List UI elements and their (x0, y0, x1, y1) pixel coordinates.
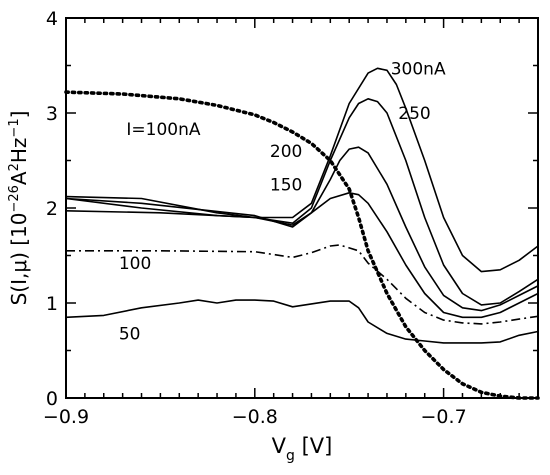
series-line (64, 90, 540, 400)
y-tick-label: 3 (46, 103, 58, 125)
y-tick-label: 4 (46, 8, 58, 30)
ticks (65, 17, 539, 399)
x-axis-label-base: V (272, 434, 287, 458)
annotation-layer: 300nA 250 200 150 100 50 I=100nA (119, 59, 446, 344)
y-axis-label-mid2: Hz (7, 138, 31, 164)
series-line (65, 299, 539, 344)
series-annotation: 250 (398, 104, 430, 124)
series-annotation: 150 (270, 175, 302, 195)
y-axis-label-exp3: −1 (7, 118, 22, 137)
y-tick-label: 0 (46, 388, 58, 410)
x-tick-label: −0.8 (232, 406, 278, 428)
y-tick-label: 2 (46, 198, 58, 220)
series-line (66, 244, 539, 325)
series-annotation: 200 (270, 142, 302, 162)
x-axis-label-unit: [V] (295, 434, 332, 458)
x-tick-label: −0.9 (43, 406, 89, 428)
y-axis-label-prefix: S(I,μ) [10 (7, 213, 31, 306)
tick-labels: −0.9 −0.8 −0.7 0 1 2 3 4 (43, 8, 467, 428)
series-line (65, 192, 539, 319)
y-axis-label-mid1: A (7, 171, 31, 185)
series-layer (64, 67, 540, 400)
y-axis-label-exp2: 2 (7, 163, 22, 171)
series-annotation: I=100nA (126, 120, 200, 140)
series-line (65, 67, 539, 273)
series-line (65, 98, 539, 306)
y-tick-label: 1 (46, 293, 58, 315)
x-axis-label: Vg [V] (272, 434, 333, 464)
y-axis-label: S(I,μ) [10−26A2Hz−1] (7, 111, 31, 306)
y-axis-label-suffix: ] (7, 111, 31, 119)
y-axis-label-exp1: −26 (7, 185, 22, 212)
series-annotation: 100 (119, 254, 151, 274)
x-tick-label: −0.7 (421, 406, 467, 428)
series-annotation: 50 (119, 324, 141, 344)
x-axis-label-sub: g (286, 448, 295, 464)
series-line (65, 146, 539, 312)
series-annotation: 300nA (391, 59, 446, 79)
